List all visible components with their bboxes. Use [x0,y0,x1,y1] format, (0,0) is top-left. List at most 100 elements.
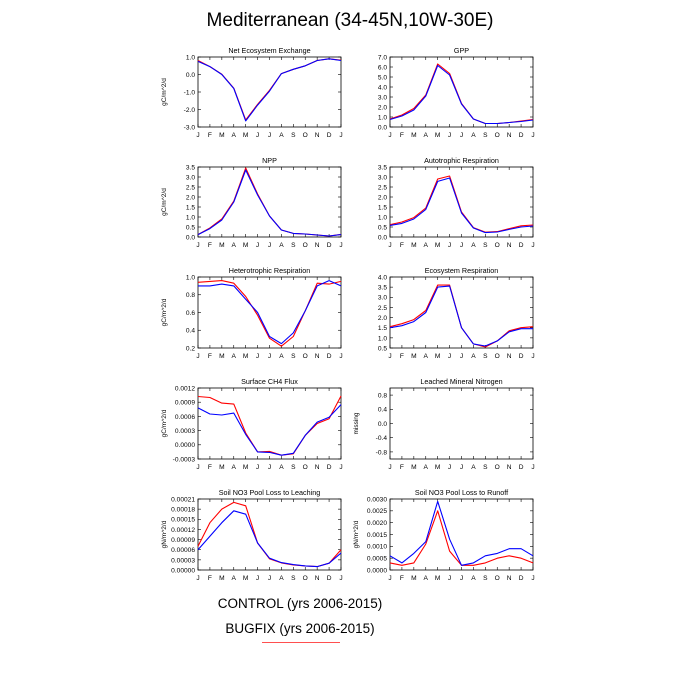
series-line-bugfix [389,284,534,348]
x-tick-label: S [483,464,488,471]
y-tick-label: 3.5 [186,164,195,171]
y-axis-label: missing [353,412,360,434]
y-tick-label: 3.0 [378,94,387,101]
x-tick-label: J [448,132,451,139]
plot-frame [389,56,534,128]
panel-title: Ecosystem Respiration [425,266,499,275]
x-tick-label: M [435,575,441,582]
panel-title: Net Ecosystem Exchange [228,46,310,55]
x-tick-label: J [460,575,463,582]
x-tick-label: J [256,132,259,139]
x-tick-label: M [435,353,441,360]
y-tick-label: 0.8 [186,292,195,299]
x-tick-label: M [243,132,249,139]
y-tick-label: 0.2 [186,345,195,352]
panel-7: Surface CH4 Flux gC/m^2/d 0.0012 0.0009 0.00… [161,377,343,471]
x-tick-label: A [471,242,476,249]
y-tick-label: 0.0015 [367,532,388,539]
y-tick-label: 2.5 [186,184,195,191]
y-tick-label: -0.8 [376,449,388,456]
x-tick-label: M [411,242,417,249]
y-tick-label: 0.0030 [367,496,388,503]
y-tick-label: 1.0 [186,214,195,221]
x-tick-label: J [256,353,259,360]
x-tick-label: A [279,242,284,249]
x-tick-label: N [315,242,320,249]
x-tick-label: D [327,575,332,582]
x-tick-label: N [507,575,512,582]
y-tick-label: 0.0 [378,421,387,428]
y-tick-label: 0.00015 [171,517,195,524]
y-tick-label: 0.0000 [175,442,196,449]
y-tick-label: 1.5 [378,204,387,211]
series-line-bugfix [389,175,534,233]
x-tick-label: F [400,242,404,249]
x-tick-label: J [460,242,463,249]
y-tick-label: -3.0 [184,124,196,131]
x-tick-label: D [327,353,332,360]
x-tick-label: M [243,242,249,249]
series-line-bugfix [389,510,534,566]
x-tick-label: M [219,132,225,139]
x-tick-label: J [196,132,199,139]
x-tick-label: A [279,353,284,360]
x-tick-label: D [519,575,524,582]
legend-control-label: CONTROL (yrs 2006-2015) [217,596,383,611]
x-tick-label: A [232,132,237,139]
x-tick-label: D [519,464,524,471]
x-tick-label: A [424,575,429,582]
y-tick-label: 0.0009 [175,400,196,407]
x-tick-label: J [460,464,463,471]
x-tick-label: J [388,353,391,360]
x-tick-label: O [303,132,308,139]
panel-title: Heterotrophic Respiration [229,266,311,275]
x-tick-label: J [531,464,534,471]
legend-bugfix-label: BUGFIX (yrs 2006-2015) [225,621,375,636]
series-line-bugfix [197,395,342,456]
x-tick-label: S [291,464,296,471]
x-tick-label: A [232,242,237,249]
x-tick-label: A [424,464,429,471]
panel-title: GPP [454,46,469,55]
panel-4: Autotrophic Respiration 3.5 3.0 2.5 2.0 1.5 1.… [378,156,535,249]
figure-title: Mediterranean (34-45N,10W-30E) [206,10,494,31]
x-tick-label: M [243,464,249,471]
x-tick-label: J [531,242,534,249]
y-tick-label: 6.0 [378,64,387,71]
panel-title: Surface CH4 Flux [241,377,298,386]
x-tick-label: F [400,353,404,360]
x-tick-label: J [388,132,391,139]
series-line-control [197,404,342,456]
x-tick-label: N [315,464,320,471]
x-tick-label: F [400,575,404,582]
x-tick-label: J [196,242,199,249]
x-tick-label: A [471,575,476,582]
y-tick-label: 3.0 [378,174,387,181]
y-axis-label: gC/m^2/d [161,409,168,437]
y-tick-label: 0.5 [378,345,387,352]
y-tick-label: -1.0 [184,89,196,96]
x-tick-label: J [448,464,451,471]
y-tick-label: 0.0000 [367,567,388,574]
x-tick-label: A [279,132,284,139]
y-tick-label: 2.0 [378,194,387,201]
y-tick-label: 0.5 [378,224,387,231]
y-tick-label: 7.0 [378,54,387,61]
x-tick-label: A [471,353,476,360]
x-tick-label: S [483,353,488,360]
x-tick-label: O [495,132,500,139]
x-tick-label: A [471,132,476,139]
legend-bugfix-swatch [262,642,340,643]
x-tick-label: J [256,242,259,249]
series-line-control [389,285,533,347]
series-line-bugfix [197,280,342,347]
y-tick-label: 2.0 [378,104,387,111]
y-tick-label: 0.5 [186,224,195,231]
x-tick-label: O [495,353,500,360]
x-tick-label: J [448,575,451,582]
y-tick-label: 0.00021 [171,496,195,503]
y-axis-label: gC/m^2/d [161,188,168,216]
y-tick-label: 1.0 [378,214,387,221]
x-tick-label: J [388,242,391,249]
